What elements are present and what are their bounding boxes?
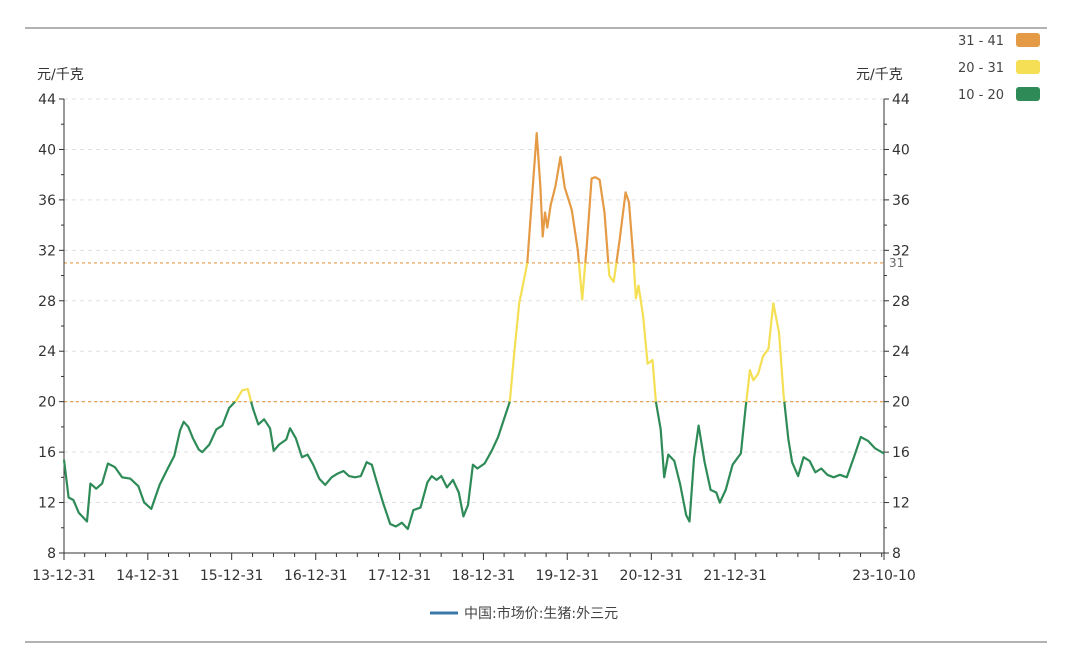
legend-series-label: 中国:市场价:生猪:外三元 [464,605,618,622]
series-line-segment [508,262,529,402]
left-y-tick-label: 8 [47,546,56,562]
x-tick-label: 16-12-31 [284,568,348,584]
x-tick-label: 20-12-31 [620,568,684,584]
x-tick-label: 17-12-31 [368,568,432,584]
right-y-tick-label: 36 [892,193,910,209]
x-tick-label: 23-10-10 [852,568,916,584]
right-y-tick-label: 12 [892,496,910,512]
visual-map-label: 20 - 31 [958,61,1004,76]
left-y-tick-label: 20 [38,395,56,411]
right-y-tick-label: 8 [892,546,901,562]
left-y-tick-label: 28 [38,294,56,310]
visual-map-label: 10 - 20 [958,88,1004,103]
right-y-tick-label: 40 [892,142,910,158]
left-y-tick-label: 32 [38,243,56,259]
left-y-tick-label: 24 [38,344,56,360]
visual-map-label: 31 - 41 [958,34,1004,49]
left-y-tick-label: 16 [38,445,56,461]
right-y-tick-label: 32 [892,243,910,259]
visual-map-swatch [1016,60,1040,74]
left-y-tick-label: 44 [38,92,56,108]
reference-line-label: 31 [889,256,904,270]
visual-map-swatch [1016,33,1040,47]
x-tick-label: 15-12-31 [200,568,264,584]
series-line-segment [526,132,580,263]
series-line-segment [783,401,885,479]
series-line-segment [632,262,657,402]
right-y-tick-label: 28 [892,294,910,310]
series-line-segment [745,302,786,402]
series-line-segment [577,262,587,301]
series-line-segment [607,262,618,283]
left-y-tick-label: 40 [38,142,56,158]
series-line-segment [250,401,511,531]
right-y-tick-label: 44 [892,92,910,108]
right-unit-label: 元/千克 [856,67,903,83]
series-lines [62,132,885,531]
visual-map-legend[interactable]: 31 - 41 20 - 31 10 - 20 [958,33,1040,103]
right-y-tick-label: 20 [892,395,910,411]
axes: 8 8 12 12 16 16 20 20 24 24 28 28 32 32 36 36 40 40 44 44 13… [32,92,916,584]
x-tick-label: 21-12-31 [703,568,767,584]
gridlines [64,98,884,504]
series-line-segment [234,388,253,403]
right-y-tick-label: 24 [892,344,910,360]
right-y-tick-label: 16 [892,445,910,461]
x-tick-label: 14-12-31 [116,568,180,584]
visual-map-swatch [1016,87,1040,101]
series-line-segment [62,400,236,523]
x-tick-label: 18-12-31 [452,568,516,584]
x-tick-label: 13-12-31 [32,568,96,584]
left-unit-label: 元/千克 [37,67,84,83]
left-y-tick-label: 12 [38,496,56,512]
series-line-segment [615,191,635,264]
series-line-segment [584,176,610,263]
legend[interactable]: 中国:市场价:生猪:外三元 [430,605,618,622]
series-line-segment [654,401,748,523]
x-tick-label: 19-12-31 [535,568,599,584]
left-y-tick-label: 36 [38,193,56,209]
reference-lines: 31 [64,256,904,403]
